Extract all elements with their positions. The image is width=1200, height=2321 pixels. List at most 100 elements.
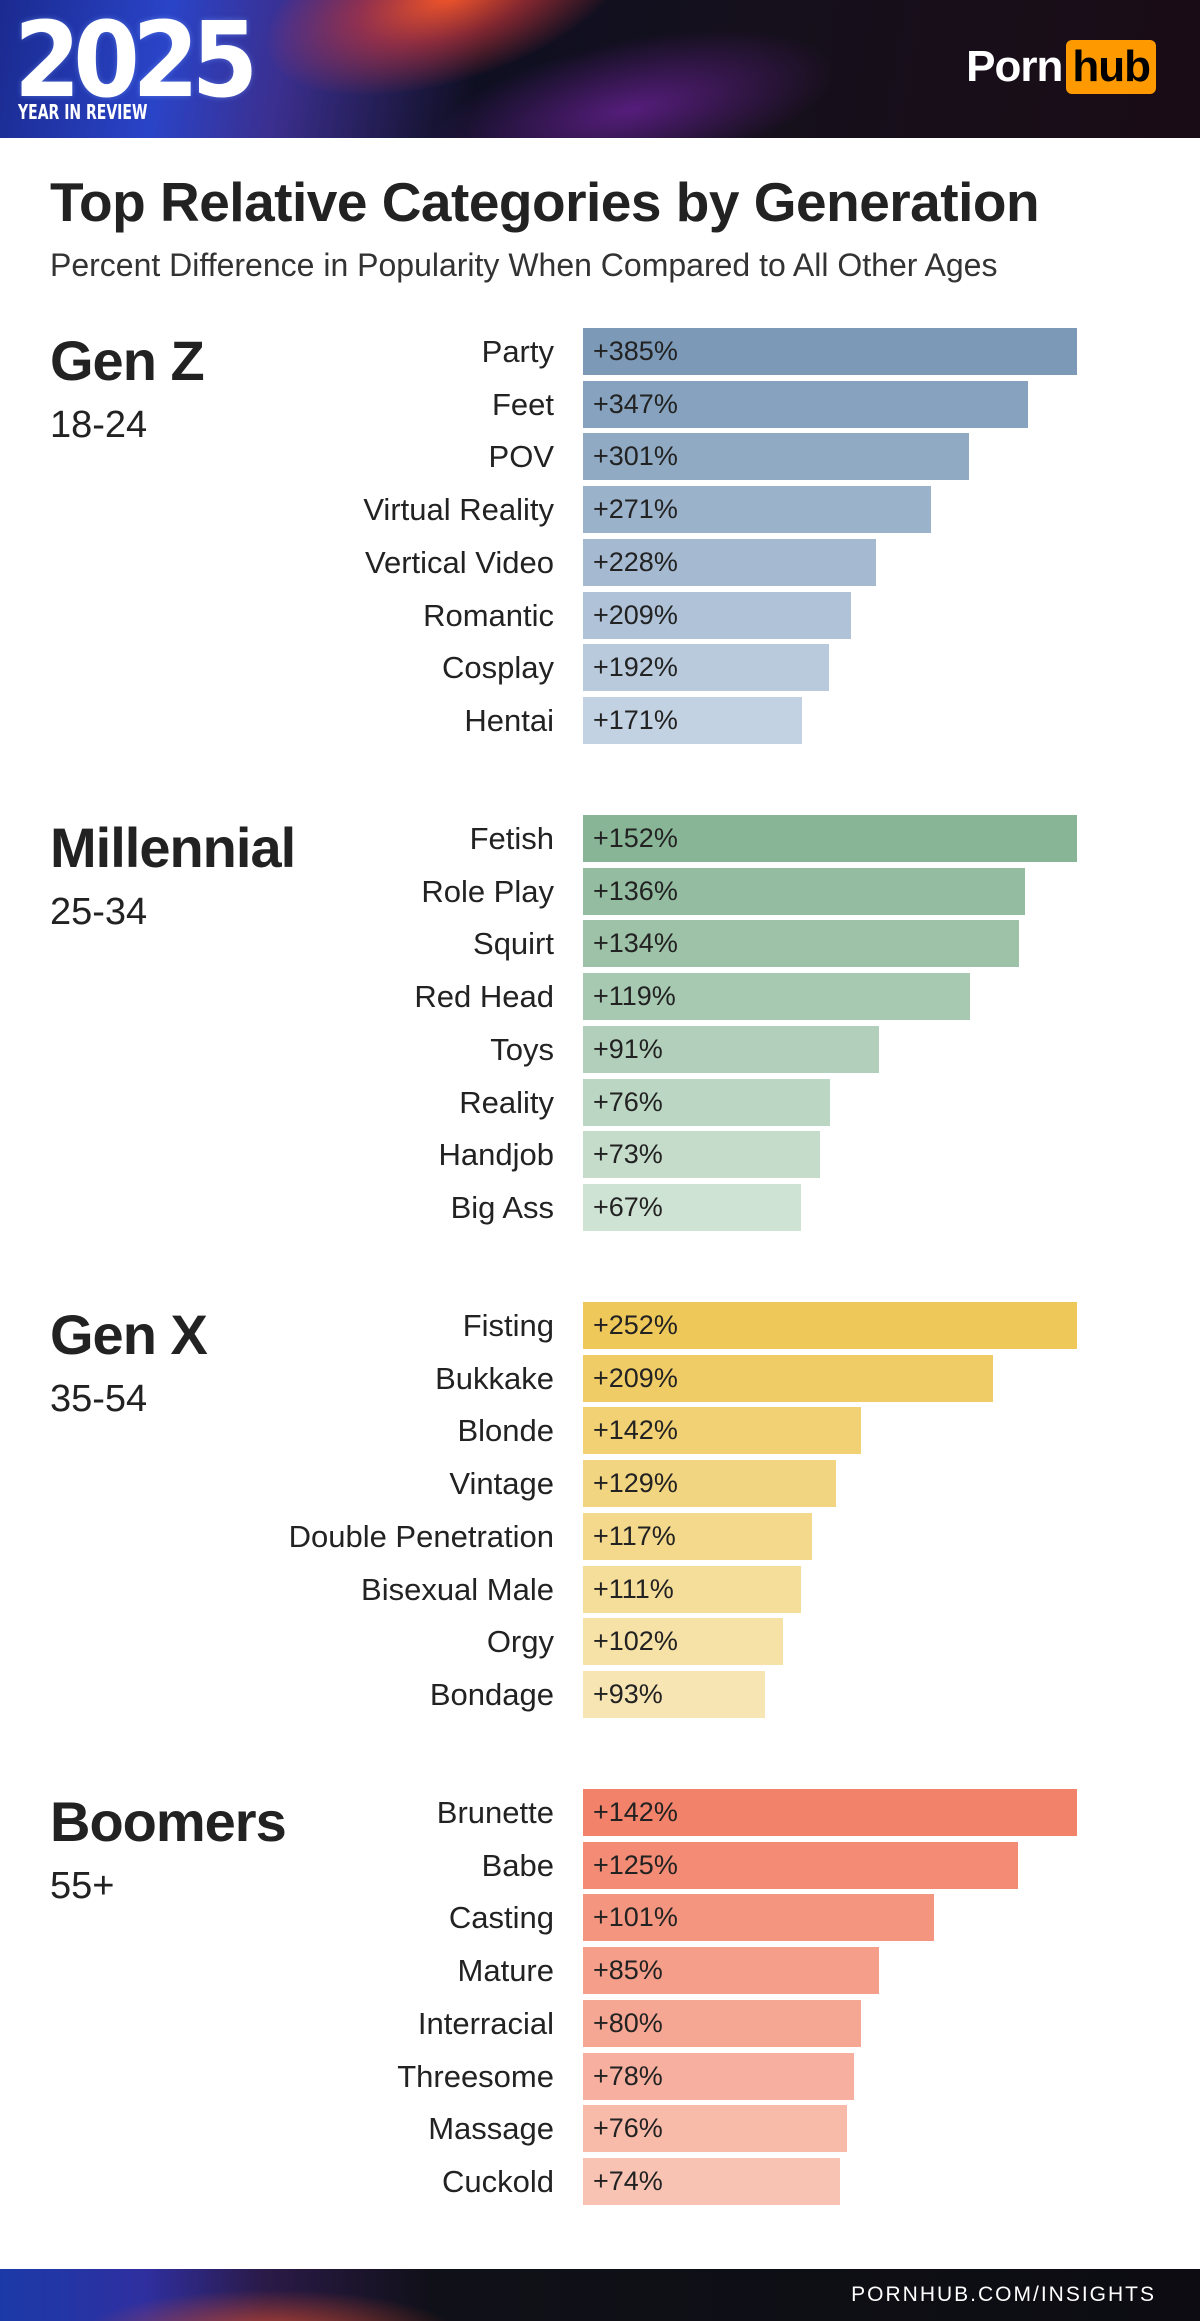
category-label: Interracial	[417, 2006, 554, 2041]
category-label: Reality	[459, 1085, 554, 1120]
generation-name: Gen X	[50, 1303, 208, 1366]
year-in-review-badge: 2025 YEAR IN REVIEW	[14, 0, 271, 124]
category-label: Double Penetration	[288, 1519, 554, 1554]
bar-value-label: +134%	[593, 928, 678, 958]
bar-value-label: +252%	[593, 1310, 678, 1340]
bar-value-label: +171%	[593, 705, 678, 735]
generation-name: Boomers	[50, 1790, 287, 1853]
bar: +101%	[583, 1894, 934, 1941]
generation-section: Gen Z 18-24 Party +385% Feet +347% POV +301% Vir…	[0, 328, 1200, 758]
bar: +136%	[583, 868, 1025, 915]
bar: +347%	[583, 381, 1028, 428]
chart-subtitle: Percent Difference in Popularity When Co…	[50, 247, 998, 283]
bar: +111%	[583, 1566, 801, 1613]
bar-value-label: +111%	[593, 1574, 674, 1604]
bar: +171%	[583, 697, 802, 744]
bar: +252%	[583, 1302, 1077, 1349]
bar-value-label: +93%	[593, 1679, 663, 1709]
bar: +76%	[583, 2105, 847, 2152]
generation-name: Gen Z	[50, 329, 205, 392]
bar-value-label: +142%	[593, 1797, 678, 1827]
bar-value-label: +85%	[593, 1955, 663, 1985]
bar-value-label: +76%	[593, 1087, 663, 1117]
bar-value-label: +76%	[593, 2113, 663, 2143]
logo-text-accent: hub	[1066, 40, 1156, 94]
bar-value-label: +117%	[593, 1521, 676, 1551]
year-subtitle: YEAR IN REVIEW	[18, 100, 148, 124]
category-label: Fisting	[462, 1308, 554, 1343]
bar-value-label: +74%	[593, 2166, 663, 2196]
bar: +73%	[583, 1131, 820, 1178]
bar: +93%	[583, 1671, 765, 1718]
bar-value-label: +385%	[593, 336, 678, 366]
category-label: Mature	[457, 1953, 554, 1988]
bar-value-label: +209%	[593, 1363, 678, 1393]
bar-value-label: +192%	[593, 652, 678, 682]
bar: +76%	[583, 1079, 830, 1126]
category-label: Virtual Reality	[363, 492, 554, 527]
bar: +192%	[583, 644, 829, 691]
year-number: 2025	[14, 0, 258, 121]
generation-age-range: 35-54	[50, 1378, 148, 1420]
generation-age-range: 18-24	[50, 404, 148, 446]
bar: +271%	[583, 486, 931, 533]
bar: +209%	[583, 592, 851, 639]
bar-value-label: +78%	[593, 2061, 663, 2091]
bar: +78%	[583, 2053, 854, 2100]
brand-logo: Porn hub	[966, 40, 1156, 94]
bar: +117%	[583, 1513, 812, 1560]
bar: +119%	[583, 973, 970, 1020]
chart-title: Top Relative Categories by Generation	[50, 171, 1040, 233]
bar-value-label: +129%	[593, 1468, 678, 1498]
category-label: Brunette	[436, 1795, 554, 1830]
bar-value-label: +209%	[593, 600, 678, 630]
category-label: Threesome	[397, 2059, 554, 2094]
generation-age-range: 25-34	[50, 891, 148, 933]
category-label: Toys	[490, 1032, 554, 1067]
bar-value-label: +80%	[593, 2008, 663, 2038]
bar: +74%	[583, 2158, 840, 2205]
bar-value-label: +142%	[593, 1415, 678, 1445]
category-label: Red Head	[414, 979, 554, 1014]
footer-url: PORNHUB.COM/INSIGHTS	[851, 2283, 1156, 2306]
logo-text-primary: Porn	[966, 42, 1063, 91]
category-label: Blonde	[457, 1413, 554, 1448]
bar: +152%	[583, 815, 1077, 862]
category-label: Big Ass	[450, 1190, 554, 1225]
category-label: Orgy	[486, 1624, 554, 1659]
bar: +142%	[583, 1789, 1077, 1836]
category-label: Fetish	[469, 821, 554, 856]
generation-age-range: 55+	[50, 1865, 115, 1907]
generation-section: Boomers 55+ Brunette +142% Babe +125% Casting +…	[0, 1789, 1200, 2219]
category-label: Feet	[491, 387, 554, 422]
bar-value-label: +301%	[593, 441, 678, 471]
category-label: Vintage	[449, 1466, 554, 1501]
bar: +385%	[583, 328, 1077, 375]
category-label: Handjob	[438, 1137, 554, 1172]
bar: +228%	[583, 539, 876, 586]
footer-flare	[80, 2289, 460, 2321]
generation-section: Gen X 35-54 Fisting +252% Bukkake +209% Blonde…	[0, 1302, 1200, 1732]
category-label: Squirt	[473, 926, 554, 961]
header-banner: 2025 YEAR IN REVIEW Porn hub	[0, 0, 1200, 138]
bar-value-label: +101%	[593, 1902, 678, 1932]
bar-value-label: +271%	[593, 494, 678, 524]
bar: +301%	[583, 433, 969, 480]
footer-banner: PORNHUB.COM/INSIGHTS	[0, 2269, 1200, 2321]
bar: +91%	[583, 1026, 879, 1073]
category-label: Romantic	[423, 598, 554, 633]
category-label: Bisexual Male	[361, 1572, 554, 1607]
category-label: Bondage	[429, 1677, 554, 1712]
bar-value-label: +73%	[593, 1139, 663, 1169]
category-label: Party	[481, 334, 554, 369]
bar-value-label: +91%	[593, 1034, 663, 1064]
bar: +102%	[583, 1618, 783, 1665]
bar-value-label: +125%	[593, 1850, 678, 1880]
bar-value-label: +102%	[593, 1626, 678, 1656]
bar-value-label: +136%	[593, 876, 678, 906]
bar: +129%	[583, 1460, 836, 1507]
bar: +85%	[583, 1947, 879, 1994]
bar-value-label: +67%	[593, 1192, 663, 1222]
category-label: Cosplay	[442, 650, 554, 685]
bar-value-label: +228%	[593, 547, 678, 577]
